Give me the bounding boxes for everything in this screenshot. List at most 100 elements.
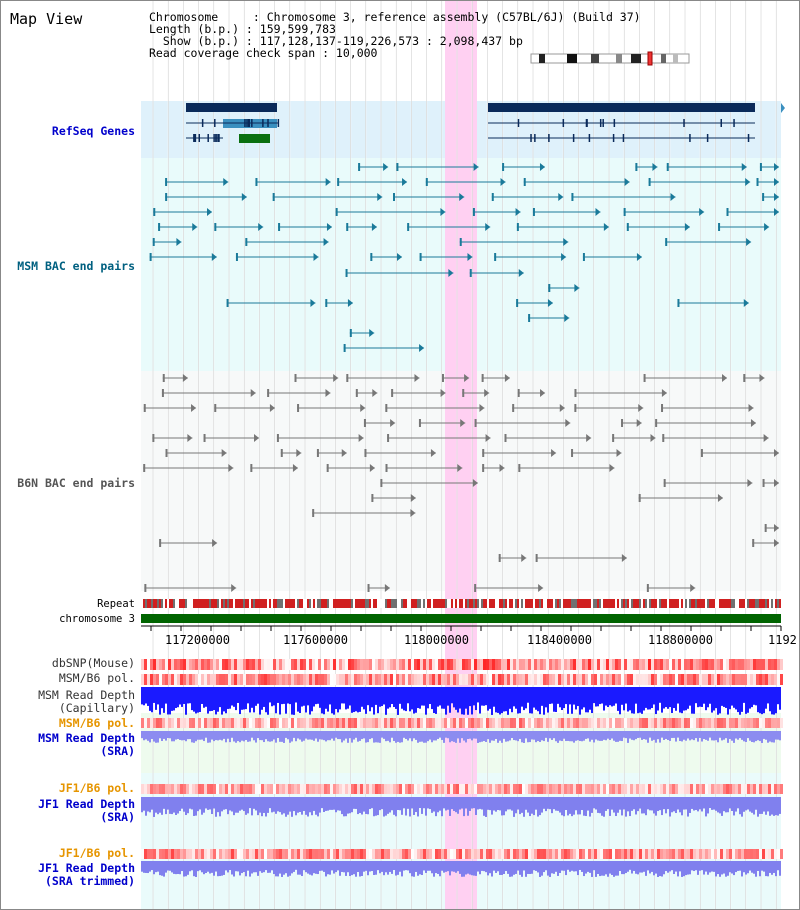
msm-depth-capillary-label[interactable]: MSM Read Depth (38, 688, 135, 702)
msm-b6-pol-sra-label[interactable]: MSM/B6 pol. (58, 716, 135, 730)
jf1-b6-pol-trim-label[interactable]: JF1/B6 pol. (58, 846, 135, 860)
pol-cell (297, 659, 300, 670)
depth-bar (687, 861, 689, 875)
depth-bar (179, 687, 181, 705)
repeat-segment (435, 599, 437, 608)
pol-cell (291, 659, 294, 670)
depth-bar (539, 687, 541, 715)
depth-bar (699, 861, 701, 871)
b6n-bac-label[interactable]: B6N BAC end pairs (17, 476, 135, 490)
depth-bar (383, 687, 385, 705)
jf1-depth-sra-label[interactable]: JF1 Read Depth (38, 797, 135, 811)
depth-bar (657, 861, 659, 877)
pol-cell (771, 718, 774, 728)
pol-cell (198, 674, 201, 685)
pol-cell (603, 718, 606, 728)
depth-bar (391, 731, 393, 738)
pol-cell (564, 784, 567, 794)
depth-bar (719, 861, 721, 877)
dbsnp-label[interactable]: dbSNP(Mouse) (51, 656, 135, 670)
pol-cell (648, 659, 651, 670)
depth-bar (581, 731, 583, 742)
pol-cell (609, 659, 612, 670)
pol-cell (453, 674, 456, 685)
pol-cell (600, 784, 603, 794)
depth-bar (585, 731, 587, 739)
depth-bar (477, 731, 479, 743)
depth-bar (257, 731, 259, 739)
pol-cell (405, 784, 408, 794)
bac-end (743, 374, 746, 382)
repeat-segment (487, 599, 489, 608)
repeat-segment (739, 599, 741, 608)
repeat-segment (225, 599, 227, 608)
pol-cell (168, 784, 171, 794)
pol-cell (456, 784, 459, 794)
depth-bar (675, 797, 677, 814)
depth-bar (473, 687, 475, 706)
pol-cell (159, 849, 162, 859)
pol-cell (324, 659, 327, 670)
pol-cell (753, 659, 756, 670)
pol-cell (594, 659, 597, 670)
msm-depth-sra-sub: (SRA) (100, 744, 135, 758)
pol-cell (363, 659, 366, 670)
pol-cell (765, 674, 768, 685)
pol-cell (312, 659, 315, 670)
depth-bar (405, 861, 407, 871)
repeat-segment (707, 599, 709, 608)
pol-cell (222, 784, 225, 794)
pol-cell (405, 659, 408, 670)
refseq-genes-label[interactable]: RefSeq Genes (51, 124, 135, 138)
depth-bar (415, 861, 417, 872)
jf1-depth-trim-label[interactable]: JF1 Read Depth (38, 861, 135, 875)
depth-bar (179, 731, 181, 740)
pol-cell (780, 784, 783, 794)
depth-bar (151, 687, 153, 713)
depth-bar (439, 861, 441, 877)
pol-cell (780, 849, 783, 859)
depth-bar (261, 797, 263, 817)
depth-bar (519, 687, 521, 714)
pol-cell (318, 718, 321, 728)
depth-bar (215, 687, 217, 715)
depth-bar (583, 731, 585, 741)
pol-cell (339, 674, 342, 685)
repeat-segment (729, 599, 731, 608)
pol-cell (582, 659, 585, 670)
pol-cell (177, 659, 180, 670)
msm-b6-pol-label[interactable]: MSM/B6 pol. (58, 671, 135, 685)
depth-bar (241, 687, 243, 710)
depth-bar (773, 731, 775, 743)
pol-cell (348, 659, 351, 670)
pol-cell (288, 849, 291, 859)
depth-bar (453, 731, 455, 742)
pol-cell (267, 784, 270, 794)
depth-bar (349, 687, 351, 706)
repeat-segment (183, 599, 185, 608)
depth-bar (195, 797, 197, 816)
msm-bac-label[interactable]: MSM BAC end pairs (17, 259, 135, 273)
depth-bar (355, 731, 357, 738)
depth-bar (565, 797, 567, 811)
depth-bar (275, 687, 277, 714)
bac-end (762, 479, 765, 487)
depth-bar (739, 687, 741, 715)
jf1-b6-pol-label[interactable]: JF1/B6 pol. (58, 781, 135, 795)
pol-cell (636, 718, 639, 728)
pol-cell (216, 674, 219, 685)
pol-cell (507, 659, 510, 670)
depth-bar (451, 861, 453, 872)
pol-cell (561, 784, 564, 794)
depth-bar (533, 861, 535, 871)
bac-end (646, 584, 649, 592)
pol-cell (708, 718, 711, 728)
msm-depth-sra-label[interactable]: MSM Read Depth (38, 731, 135, 745)
bac-end-arrow (539, 163, 545, 171)
depth-bar (661, 861, 663, 877)
bac-end (441, 374, 444, 382)
pol-cell (453, 784, 456, 794)
depth-bar (469, 731, 471, 739)
pol-cell (201, 784, 204, 794)
